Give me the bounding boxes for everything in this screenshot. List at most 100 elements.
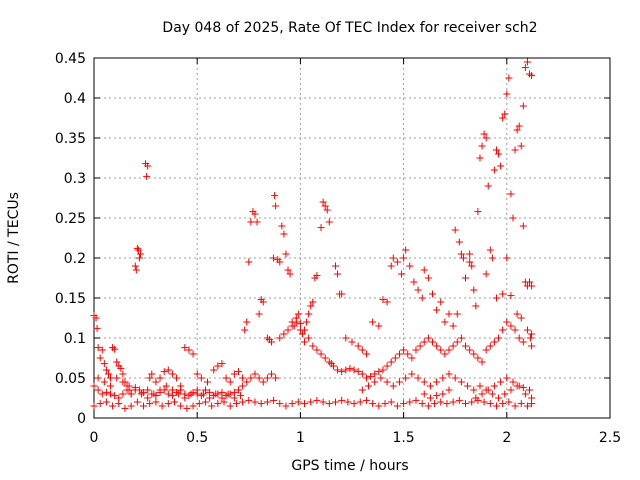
data-point (420, 266, 428, 274)
data-point (490, 338, 498, 346)
data-point (499, 290, 507, 298)
data-point (393, 258, 401, 266)
data-point (272, 202, 280, 210)
data-point (410, 278, 418, 286)
data-point (480, 130, 488, 138)
data-point (338, 368, 346, 376)
data-point (272, 374, 280, 382)
data-point (183, 404, 191, 412)
data-point (416, 342, 424, 350)
data-point (94, 374, 102, 382)
data-point (503, 318, 511, 326)
data-point (474, 208, 482, 216)
data-point (253, 218, 261, 226)
data-point (323, 206, 331, 214)
data-point (482, 346, 490, 354)
data-point (107, 374, 115, 382)
data-point (462, 274, 470, 282)
data-point (276, 258, 284, 266)
x-tick-label: 0.5 (186, 430, 208, 446)
data-point (94, 344, 102, 352)
data-point (133, 244, 141, 252)
data-point (371, 370, 379, 378)
data-point (237, 392, 245, 400)
data-point (517, 142, 525, 150)
data-point (104, 370, 112, 378)
data-point (495, 394, 503, 402)
data-point (476, 154, 484, 162)
data-point (185, 346, 193, 354)
data-point (276, 400, 284, 408)
data-point (135, 254, 143, 262)
data-point (455, 238, 463, 246)
data-point (146, 400, 154, 408)
data-point (338, 396, 346, 404)
y-tick-label: 0.05 (55, 371, 86, 387)
data-point (515, 382, 523, 390)
data-point (119, 370, 127, 378)
data-point (507, 386, 515, 394)
data-point (280, 330, 288, 338)
data-point (170, 398, 178, 406)
data-point (367, 372, 375, 380)
data-point (470, 350, 478, 358)
data-point (470, 386, 478, 394)
data-point (472, 394, 480, 402)
data-point (389, 254, 397, 262)
y-tick-label: 0.15 (55, 291, 86, 307)
data-point (391, 354, 399, 362)
data-point (511, 146, 519, 154)
y-tick-label: 0.45 (55, 51, 86, 67)
data-point (187, 390, 195, 398)
data-point (528, 394, 536, 402)
data-point (428, 290, 436, 298)
data-point (402, 374, 410, 382)
data-point (441, 350, 449, 358)
data-point (420, 378, 428, 386)
data-point (348, 338, 356, 346)
data-point (263, 374, 271, 382)
data-point (503, 374, 511, 382)
data-point (478, 390, 486, 398)
data-point (472, 302, 480, 310)
data-point (433, 378, 441, 386)
y-axis-label: ROTI / TECUs (6, 192, 22, 284)
data-point (131, 386, 139, 394)
data-point (511, 326, 519, 334)
data-point (462, 400, 470, 408)
data-point (480, 398, 488, 406)
data-point (449, 322, 457, 330)
data-point (132, 266, 140, 274)
data-point (123, 386, 131, 394)
data-point (251, 398, 259, 406)
data-point (334, 270, 342, 278)
data-point (424, 274, 432, 282)
data-point (113, 358, 121, 366)
data-point (439, 374, 447, 382)
data-point (466, 258, 474, 266)
data-point (453, 310, 461, 318)
data-point (470, 286, 478, 294)
data-point (457, 334, 465, 342)
x-tick-label: 1 (296, 430, 305, 446)
data-point (486, 400, 494, 408)
data-point (111, 345, 119, 353)
data-point (484, 182, 492, 190)
data-point (173, 374, 181, 382)
data-point (164, 390, 172, 398)
data-point (102, 388, 110, 396)
data-point (234, 386, 242, 394)
data-point (400, 254, 408, 262)
data-point (319, 398, 327, 406)
x-tick-label: 0 (90, 430, 99, 446)
data-point (115, 400, 123, 408)
data-point (466, 346, 474, 354)
data-point (412, 396, 420, 404)
data-point (509, 214, 517, 222)
data-point (528, 282, 536, 290)
data-point (109, 402, 117, 410)
data-point (521, 390, 529, 398)
data-point (251, 370, 259, 378)
data-point (424, 334, 432, 342)
data-point (505, 74, 513, 82)
